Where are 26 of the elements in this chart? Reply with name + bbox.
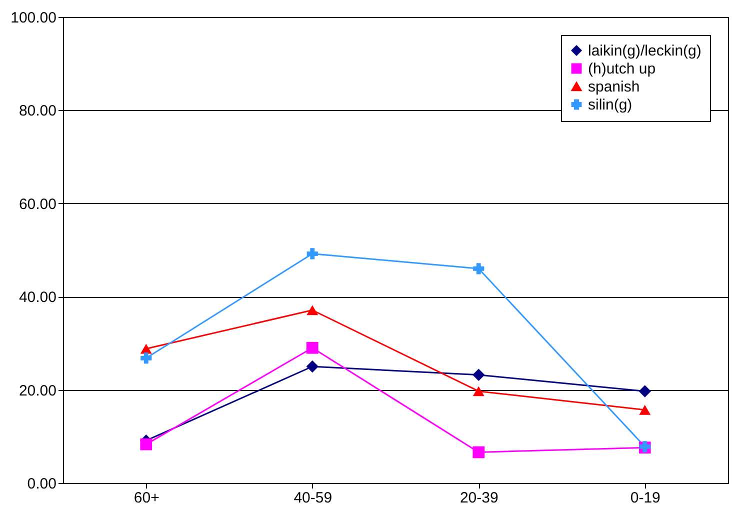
point	[140, 438, 152, 450]
x-tick-label: 0-19	[630, 490, 660, 506]
y-tick-label: 20.00	[18, 382, 56, 400]
legend-label: spanish	[588, 78, 640, 96]
point	[306, 248, 318, 260]
legend-label: laikin(g)/leckin(g)	[588, 42, 702, 60]
point	[140, 352, 152, 364]
legend-label: silin(g)	[588, 96, 632, 114]
point	[472, 446, 485, 458]
point	[472, 386, 484, 396]
y-tick-label: 100.00	[10, 10, 56, 26]
x-tick-label: 40-59	[294, 490, 332, 506]
legend-label: (h)utch up	[588, 60, 656, 78]
y-tick-label: 40.00	[18, 289, 56, 306]
x-tick-label: 60+	[134, 490, 160, 506]
x-tick-label: 20-39	[460, 490, 498, 506]
y-tick-label: 0.00	[27, 476, 56, 492]
point	[472, 368, 485, 382]
y-tick-label: 80.00	[18, 102, 56, 120]
y-tick-label: 60.00	[18, 196, 56, 213]
point	[638, 385, 651, 398]
point	[473, 263, 484, 274]
point	[306, 342, 318, 354]
point	[639, 404, 651, 415]
point	[306, 360, 318, 373]
point	[306, 305, 318, 316]
